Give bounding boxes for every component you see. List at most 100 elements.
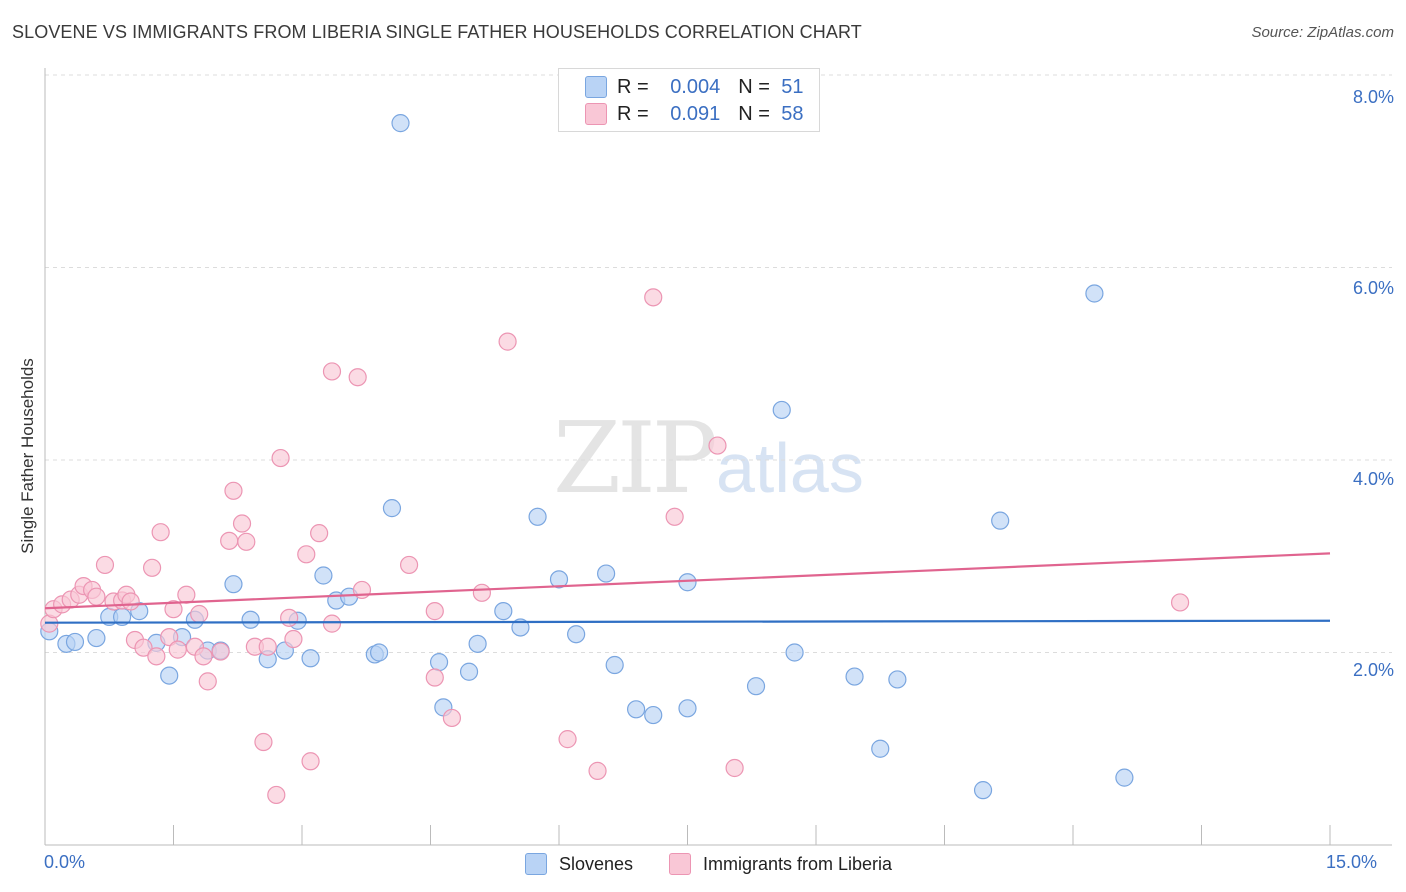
- data-point-slovenes: [528, 507, 547, 526]
- data-point-liberia: [160, 627, 179, 647]
- data-point-slovenes: [991, 511, 1010, 530]
- legend-n-value-slovenes: 51: [781, 75, 804, 98]
- chart-title: SLOVENE VS IMMIGRANTS FROM LIBERIA SINGL…: [12, 22, 862, 42]
- data-point-slovenes: [549, 570, 569, 589]
- trend-line-slovenes: [44, 619, 1331, 624]
- data-point-slovenes: [871, 739, 890, 758]
- data-point-liberia: [198, 672, 217, 691]
- data-point-liberia: [142, 558, 162, 577]
- data-point-slovenes: [314, 566, 333, 585]
- data-point-slovenes: [597, 564, 616, 583]
- data-point-liberia: [708, 436, 727, 455]
- data-point-slovenes: [973, 781, 993, 800]
- data-point-liberia: [498, 332, 517, 351]
- data-point-liberia: [87, 587, 106, 606]
- data-point-liberia: [151, 523, 170, 542]
- legend-row-liberia: R = 0.091 N = 58: [585, 102, 804, 126]
- data-point-liberia: [725, 758, 744, 778]
- legend-row-slovenes: R = 0.004 N = 51: [585, 75, 804, 99]
- data-point-liberia: [258, 637, 277, 656]
- data-point-slovenes: [301, 649, 320, 668]
- data-point-liberia: [254, 732, 273, 752]
- data-point-slovenes: [160, 666, 179, 685]
- data-point-liberia: [177, 585, 196, 604]
- legend-r-label: R =: [617, 102, 649, 125]
- data-point-liberia: [190, 604, 209, 624]
- bottom-legend-liberia: Immigrants from Liberia: [669, 852, 892, 876]
- data-point-liberia: [224, 481, 243, 500]
- data-point-liberia: [194, 647, 213, 666]
- legend-n-value-liberia: 58: [781, 102, 804, 125]
- data-point-slovenes: [746, 677, 766, 696]
- data-point-liberia: [322, 362, 342, 381]
- legend-r-value-liberia: 0.091: [670, 102, 721, 125]
- data-point-liberia: [442, 708, 462, 728]
- data-point-slovenes: [224, 575, 243, 594]
- data-point-slovenes: [65, 632, 85, 652]
- data-point-slovenes: [459, 662, 479, 681]
- data-point-liberia: [164, 600, 183, 619]
- data-point-liberia: [280, 608, 299, 627]
- trend-line-liberia: [44, 552, 1331, 610]
- data-point-liberia: [168, 640, 187, 659]
- legend-r-label: R =: [617, 75, 649, 98]
- data-point-liberia: [588, 761, 607, 780]
- bottom-legend-slovenes: Slovenes: [525, 852, 633, 876]
- data-point-liberia: [284, 629, 303, 649]
- bottom-legend-label-slovenes: Slovenes: [559, 853, 634, 874]
- data-point-slovenes: [678, 573, 697, 592]
- data-point-liberia: [271, 448, 290, 468]
- data-point-liberia: [310, 524, 329, 543]
- data-point-slovenes: [1085, 284, 1104, 303]
- data-point-slovenes: [644, 705, 663, 725]
- data-point-slovenes: [845, 667, 864, 686]
- legend-r-value-slovenes: 0.004: [670, 75, 721, 98]
- legend-swatch-liberia: [585, 103, 607, 125]
- data-point-liberia: [399, 555, 419, 575]
- data-point-liberia: [134, 638, 153, 657]
- legend-swatch-slovenes: [585, 76, 607, 98]
- bottom-legend-swatch-slovenes: [525, 853, 547, 875]
- chart-source: Source: ZipAtlas.com: [1251, 24, 1394, 41]
- x-tick-label-max: 15.0%: [1326, 852, 1378, 872]
- data-point-slovenes: [772, 400, 791, 420]
- data-point-slovenes: [1115, 768, 1134, 787]
- data-point-slovenes: [241, 610, 260, 629]
- correlation-legend: R = 0.004 N = 51 R = 0.091 N = 58: [558, 68, 820, 132]
- y-tick-label-4: 4.0%: [1352, 469, 1394, 489]
- data-point-liberia: [322, 614, 342, 633]
- data-point-liberia: [232, 514, 252, 533]
- data-point-liberia: [348, 368, 367, 387]
- data-point-slovenes: [678, 699, 697, 718]
- watermark-zip: ZIP: [553, 402, 718, 516]
- data-point-slovenes: [567, 625, 586, 644]
- data-point-slovenes: [391, 114, 410, 133]
- data-point-liberia: [147, 647, 166, 666]
- data-point-liberia: [665, 507, 684, 526]
- data-point-liberia: [237, 532, 256, 551]
- data-point-liberia: [121, 592, 140, 611]
- data-point-liberia: [425, 602, 444, 621]
- data-point-slovenes: [511, 618, 530, 637]
- bottom-legend-label-liberia: Immigrants from Liberia: [703, 853, 893, 874]
- data-point-slovenes: [494, 602, 513, 621]
- data-point-liberia: [211, 642, 230, 661]
- data-point-slovenes: [888, 670, 907, 689]
- y-axis-label: Single Father Households: [18, 358, 37, 554]
- data-point-slovenes: [87, 628, 106, 648]
- data-point-liberia: [95, 555, 115, 575]
- data-point-liberia: [1170, 593, 1190, 612]
- watermark-atlas: atlas: [716, 429, 864, 507]
- legend-n-label: N =: [738, 75, 770, 98]
- data-point-slovenes: [382, 499, 402, 518]
- y-tick-label-2: 2.0%: [1352, 660, 1394, 680]
- data-point-slovenes: [429, 653, 449, 672]
- data-point-slovenes: [468, 634, 487, 653]
- y-tick-label-6: 6.0%: [1352, 278, 1394, 298]
- x-tick-label-min: 0.0%: [44, 852, 86, 872]
- data-point-liberia: [301, 752, 320, 771]
- bottom-legend-swatch-liberia: [669, 853, 691, 875]
- data-point-liberia: [425, 668, 444, 687]
- data-point-slovenes: [370, 643, 389, 662]
